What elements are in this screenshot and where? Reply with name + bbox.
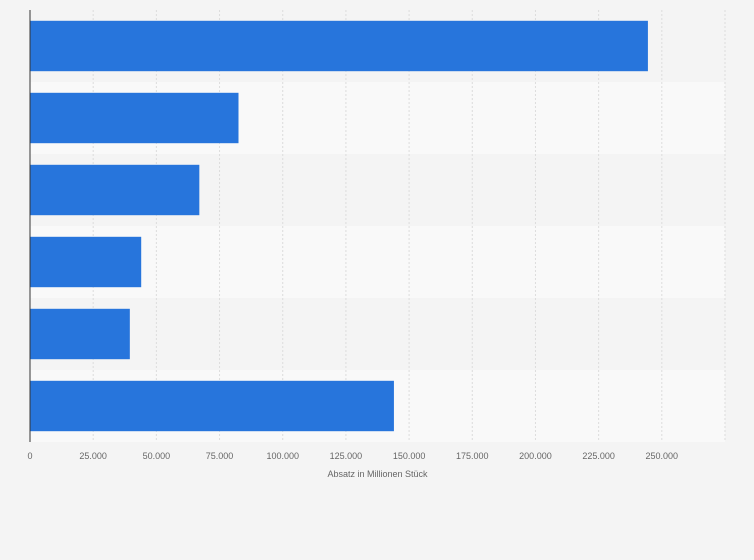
x-tick-label: 175.000 <box>456 451 489 461</box>
x-tick-label: 50.000 <box>143 451 171 461</box>
bar <box>30 164 200 216</box>
x-tick-label: 200.000 <box>519 451 552 461</box>
x-axis-title: Absatz in Millionen Stück <box>327 469 428 479</box>
row-band <box>30 298 725 370</box>
bar <box>30 20 648 72</box>
x-tick-label: 250.000 <box>646 451 679 461</box>
x-tick-label: 125.000 <box>330 451 363 461</box>
x-axis-ticks: 0 25.000 50.000 75.000 100.000 125.000 150.000… <box>27 451 678 461</box>
x-tick-label: 225.000 <box>582 451 615 461</box>
x-tick-label: 0 <box>27 451 32 461</box>
bar <box>30 308 130 360</box>
gridlines <box>92 10 726 442</box>
x-tick-label: 100.000 <box>266 451 299 461</box>
row-bands <box>30 10 725 442</box>
x-tick-label: 75.000 <box>206 451 234 461</box>
x-tick-label: 150.000 <box>393 451 426 461</box>
bar <box>30 92 239 144</box>
bars <box>30 20 648 432</box>
x-tick-label: 25.000 <box>79 451 107 461</box>
bar <box>30 236 142 288</box>
bar <box>30 380 394 432</box>
row-band <box>30 226 725 298</box>
